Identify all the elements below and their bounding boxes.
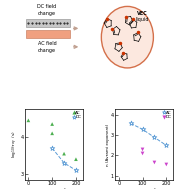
FancyBboxPatch shape — [25, 30, 70, 38]
Point — [27, 119, 30, 122]
Text: DC field: DC field — [38, 4, 57, 9]
X-axis label: E / (kV cm$^{-1}$): E / (kV cm$^{-1}$) — [39, 187, 69, 189]
Point — [153, 161, 156, 164]
Text: VEC: VEC — [137, 11, 148, 16]
Point — [63, 152, 65, 155]
Point — [141, 148, 144, 151]
Point — [141, 128, 144, 131]
FancyBboxPatch shape — [25, 19, 70, 27]
X-axis label: E / (kV cm$^{-1}$): E / (kV cm$^{-1}$) — [129, 187, 159, 189]
Legend: AC, DC: AC, DC — [72, 111, 82, 120]
Legend: AC, DC: AC, DC — [162, 111, 172, 120]
Y-axis label: n (Avrami exponent): n (Avrami exponent) — [105, 123, 110, 166]
Point — [75, 169, 77, 172]
Point — [153, 136, 156, 139]
Point — [165, 144, 168, 147]
Text: change: change — [38, 11, 56, 16]
Point — [51, 147, 54, 150]
Text: change: change — [38, 48, 56, 53]
Point — [51, 132, 54, 135]
Point — [165, 163, 168, 166]
Point — [75, 158, 77, 161]
Point — [129, 122, 132, 125]
Text: liquid: liquid — [135, 17, 149, 22]
Y-axis label: log$_{10}$($\tau_{cry}$ / s): log$_{10}$($\tau_{cry}$ / s) — [10, 130, 19, 159]
Text: AC field: AC field — [38, 41, 56, 46]
Point — [63, 161, 65, 164]
Circle shape — [101, 6, 153, 68]
Point — [51, 122, 54, 125]
Point — [141, 152, 144, 155]
